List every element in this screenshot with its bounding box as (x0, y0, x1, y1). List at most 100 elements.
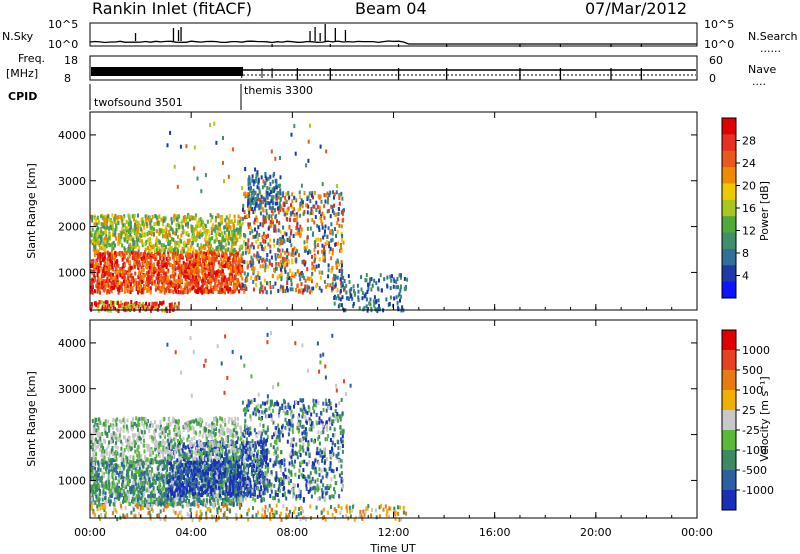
echo-cell (90, 497, 93, 502)
echo-cell (126, 239, 129, 244)
freq-dense-band (91, 67, 243, 76)
echo-cell (120, 283, 123, 288)
echo-cell (117, 287, 119, 292)
echo-cell (278, 195, 280, 200)
echo-cell (123, 214, 126, 219)
echo-cell (369, 297, 372, 302)
echo-cell (101, 283, 104, 288)
echo-cell (196, 176, 199, 181)
echo-cell (115, 259, 118, 264)
echo-cell (125, 459, 128, 464)
echo-cell (200, 222, 203, 227)
echo-cell (196, 496, 199, 501)
echo-cell (213, 490, 216, 495)
echo-cell (192, 277, 195, 282)
echo-cell (95, 236, 98, 241)
echo-cell (185, 499, 188, 504)
echo-cell (161, 267, 164, 272)
echo-cell (340, 210, 343, 215)
echo-cell (198, 287, 201, 292)
echo-cell (155, 229, 158, 233)
echo-cell (110, 493, 113, 498)
echo-cell (302, 211, 305, 216)
echo-cell (151, 268, 154, 273)
echo-cell (169, 233, 171, 238)
echo-cell (275, 182, 278, 187)
echo-cell (109, 219, 112, 223)
echo-cell (162, 219, 165, 224)
echo-cell (270, 195, 273, 200)
echo-cell (292, 253, 295, 257)
echo-cell (267, 242, 270, 247)
echo-cell (243, 240, 245, 245)
echo-cell (95, 249, 98, 254)
echo-cell (122, 470, 125, 475)
echo-cell (316, 223, 319, 228)
echo-cell (145, 217, 148, 222)
echo-cell (98, 492, 101, 497)
echo-cell (232, 242, 235, 247)
echo-cell (125, 237, 128, 242)
echo-cell (121, 274, 124, 279)
echo-cell (219, 467, 222, 471)
echo-cell (173, 282, 176, 287)
echo-cell (104, 267, 107, 272)
power-ylabel: Slant Range [km] (25, 163, 38, 259)
echo-cell (169, 502, 172, 507)
echo-cell (174, 493, 177, 498)
echo-cell (327, 241, 330, 246)
echo-cell (215, 497, 218, 502)
echo-cell (244, 241, 247, 246)
echo-cell (154, 257, 157, 261)
echo-cell (156, 244, 158, 249)
echo-cell (180, 264, 183, 269)
echo-cell (152, 486, 155, 491)
echo-cell (274, 226, 277, 231)
echo-cell (317, 225, 320, 230)
colorbar-swatch (722, 183, 736, 201)
echo-cell (142, 461, 145, 466)
echo-cell (201, 254, 204, 259)
echo-cell (140, 275, 143, 280)
echo-cell (227, 238, 229, 243)
echo-cell (92, 247, 95, 252)
echo-cell (233, 224, 235, 229)
echo-cell (104, 300, 107, 305)
echo-cell (124, 493, 127, 498)
echo-cell (235, 258, 238, 263)
echo-cell (188, 217, 191, 222)
echo-cell (268, 259, 271, 264)
echo-cell (256, 170, 259, 175)
echo-cell (111, 220, 114, 225)
echo-cell (139, 461, 142, 466)
echo-cell (244, 278, 247, 283)
echo-cell (104, 240, 107, 245)
echo-cell (119, 235, 121, 240)
echo-cell (259, 205, 262, 210)
echo-cell (266, 186, 269, 191)
echo-cell (121, 217, 124, 222)
echo-cell (227, 174, 230, 179)
echo-cell (148, 248, 151, 253)
echo-cell (95, 227, 98, 232)
echo-cell (260, 444, 263, 449)
echo-cell (178, 273, 181, 278)
echo-cell (214, 248, 217, 253)
echo-cell (94, 263, 97, 268)
echo-cell (246, 272, 249, 277)
echo-cell (154, 267, 157, 272)
echo-cell (98, 282, 101, 287)
echo-cell (113, 219, 116, 224)
echo-cell (114, 253, 117, 258)
echo-cell (225, 222, 228, 227)
echo-cell (284, 195, 287, 200)
echo-cell (111, 224, 114, 229)
echo-cell (274, 253, 277, 258)
echo-cell (293, 246, 296, 251)
echo-cell (180, 285, 183, 290)
echo-cell (161, 467, 164, 472)
echo-cell (207, 262, 210, 267)
echo-cell (230, 501, 233, 506)
echo-cell (174, 243, 177, 248)
echo-cell (255, 276, 258, 281)
